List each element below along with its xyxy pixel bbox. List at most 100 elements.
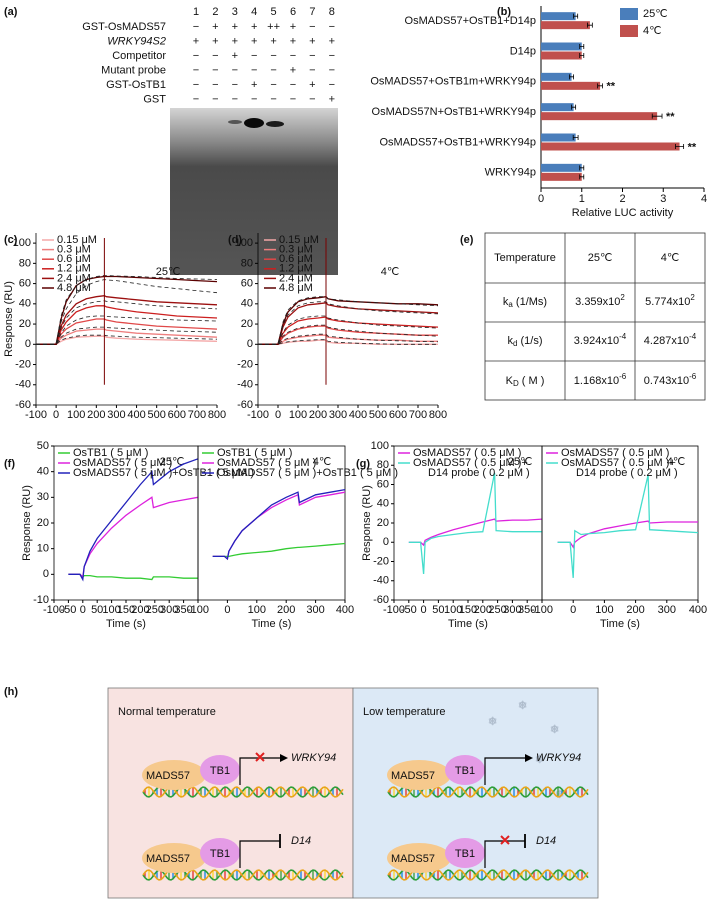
mantissa: 4.287x10 — [644, 335, 689, 347]
symbol: k — [507, 335, 513, 347]
y-tick-label: 80 — [377, 459, 389, 471]
protein — [445, 755, 485, 785]
panel-label: (b) — [497, 6, 511, 18]
legend-label: OsMADS57 ( 0.5 μM )+ — [561, 457, 676, 469]
x-tick-label: 150 — [459, 604, 477, 616]
lane-number: 2 — [212, 6, 218, 18]
x-tick-label: 300 — [107, 409, 125, 421]
row-mark: − — [329, 79, 335, 91]
x-tick-label: 0 — [53, 409, 59, 421]
x-tick-label: 0 — [570, 604, 576, 616]
exponent: -4 — [689, 332, 697, 341]
row-mark: − — [212, 50, 218, 62]
regulation-line — [484, 757, 525, 785]
svg-text:❄: ❄ — [488, 716, 497, 728]
row-mark: + — [251, 21, 257, 33]
regulation-line — [239, 757, 280, 785]
subscript: a — [508, 300, 513, 309]
x-axis-label: Time (s) — [252, 618, 292, 630]
y-tick-label: -40 — [373, 575, 389, 587]
protein — [387, 843, 451, 873]
y-tick-label: 40 — [19, 298, 31, 310]
unit: ( M ) — [519, 375, 545, 387]
row-mark: + — [232, 50, 238, 62]
y-tick-label: 0 — [247, 338, 253, 350]
row-label: GST-OsTB1 — [106, 79, 166, 91]
svg-text:❄: ❄ — [535, 754, 544, 766]
row-mark: − — [232, 93, 238, 105]
error-bar — [569, 74, 574, 80]
y-tick-label: 100 — [235, 237, 253, 249]
y-tick-label: -40 — [15, 379, 31, 391]
row-mark: − — [251, 64, 257, 76]
error-bar — [597, 83, 603, 89]
x-tick-label: 800 — [208, 409, 226, 421]
mantissa: 5.774x10 — [645, 296, 690, 308]
cross — [500, 835, 510, 845]
row-mark: − — [329, 21, 335, 33]
symbol: k — [503, 296, 509, 308]
category-label: WRKY94p — [485, 167, 536, 179]
legend-label: 2.4 μM — [57, 272, 91, 284]
fit-line — [258, 296, 439, 345]
y-tick-label: -20 — [15, 358, 31, 370]
table-cell: 5.774x102 — [645, 293, 695, 308]
gel-band — [266, 121, 284, 127]
x-tick-label: 200 — [309, 409, 327, 421]
x-tick-label: -100 — [531, 604, 553, 616]
row-mark: − — [193, 50, 199, 62]
bar — [541, 103, 574, 112]
y-tick-label: -20 — [237, 358, 253, 370]
legend-label: OsMADS57 ( 0.5 μM ) — [413, 447, 521, 459]
x-tick-label: 400 — [689, 604, 707, 616]
y-tick-label: -60 — [237, 399, 253, 411]
error-bar — [579, 44, 585, 49]
category-label: OsMADS57+OsTB1m+WRKY94p — [370, 76, 536, 88]
protein — [200, 838, 240, 868]
series-line — [557, 520, 698, 549]
row-mark: − — [270, 93, 276, 105]
legend-label: OsMADS57 ( 5 μM )+OsTB1 ( 5 μM ) — [73, 467, 254, 479]
row-mark: − — [329, 64, 335, 76]
dna-strand — [142, 786, 344, 798]
row-mark: + — [309, 79, 315, 91]
row-mark: − — [212, 64, 218, 76]
series-line — [36, 335, 218, 345]
x-tick-label: 200 — [626, 604, 644, 616]
x-tick-label: 600 — [389, 409, 407, 421]
legend-label: 4.8 μM — [57, 282, 91, 294]
gene-label: WRKY94 — [291, 752, 336, 764]
y-tick-label: 80 — [241, 257, 253, 269]
y-tick-label: 20 — [19, 318, 31, 330]
row-mark: + — [232, 35, 238, 47]
protein — [445, 838, 485, 868]
category-label: D14p — [510, 45, 536, 57]
gel-image — [170, 108, 338, 275]
lane-number: 8 — [329, 6, 335, 18]
protein-label: TB1 — [210, 848, 230, 860]
x-tick-label: -100 — [43, 604, 65, 616]
x-tick-label: 200 — [474, 604, 492, 616]
annotation: 4℃ — [381, 266, 399, 278]
x-tick-label: 300 — [329, 409, 347, 421]
row-mark: − — [193, 93, 199, 105]
x-tick-label: 0 — [538, 193, 544, 205]
mantissa: 3.359x10 — [575, 296, 620, 308]
x-tick-label: 100 — [102, 604, 120, 616]
x-tick-label: 300 — [160, 604, 178, 616]
table-header: 4℃ — [661, 252, 679, 264]
row-mark: − — [309, 21, 315, 33]
error-bar — [579, 53, 585, 58]
protein-label: TB1 — [455, 848, 475, 860]
row-mark: + — [212, 35, 218, 47]
y-tick-label: -60 — [15, 399, 31, 411]
row-mark: − — [309, 64, 315, 76]
bar — [541, 81, 601, 90]
y-axis-label: Response (RU) — [3, 281, 15, 357]
protein — [142, 760, 206, 790]
panel-label: (a) — [4, 6, 18, 18]
x-tick-label: 1 — [579, 193, 585, 205]
panel-label: (h) — [4, 686, 18, 698]
legend-label: OsMADS57 ( 5 μM ) — [217, 457, 316, 469]
lane-number: 1 — [193, 6, 199, 18]
